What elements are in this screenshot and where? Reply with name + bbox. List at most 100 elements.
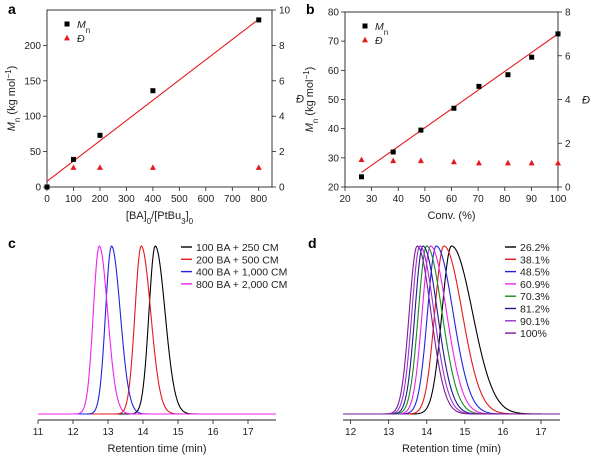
x-axis-label: [BA]0/[PtBu3]0 xyxy=(126,210,194,226)
y-left-tick-label: 50 xyxy=(328,95,340,106)
panel-letter-a: a xyxy=(8,1,16,17)
x-tick-label: 14 xyxy=(421,427,433,438)
x-tick-label: 30 xyxy=(366,194,378,205)
x-tick-label: 500 xyxy=(171,194,188,205)
x-tick-label: 17 xyxy=(242,427,254,438)
legend-label: 100 BA + 250 CM xyxy=(196,242,279,254)
y-left-axis-label: Mn (kg mol−1) xyxy=(4,66,22,132)
x-tick-label: 16 xyxy=(497,427,509,438)
x-axis-label: Conv. (%) xyxy=(427,210,475,222)
y-right-tick-label: 8 xyxy=(279,41,285,52)
point-dispersity xyxy=(475,159,482,166)
x-tick-label: 15 xyxy=(459,427,471,438)
x-tick-label: 70 xyxy=(473,194,485,205)
y-left-tick-label: 200 xyxy=(24,41,41,52)
legend-marker-dispersity xyxy=(362,36,368,43)
legend-label: 26.2% xyxy=(520,242,550,254)
x-axis-label: Retention time (min) xyxy=(402,443,501,455)
legend-label: 48.5% xyxy=(520,267,550,279)
y-left-tick-label: 30 xyxy=(328,153,340,164)
point-mn xyxy=(150,88,156,94)
fit-line xyxy=(361,33,559,173)
x-tick-label: 11 xyxy=(33,427,44,438)
x-tick-label: 60 xyxy=(446,194,458,205)
x-tick-label: 12 xyxy=(67,427,79,438)
point-mn xyxy=(390,149,396,155)
y-left-tick-label: 50 xyxy=(30,147,42,158)
x-tick-label: 50 xyxy=(419,194,431,205)
legend-marker-mn xyxy=(362,23,368,29)
point-dispersity xyxy=(96,164,103,170)
point-mn xyxy=(451,105,457,111)
point-dispersity xyxy=(149,164,156,170)
point-dispersity xyxy=(417,157,424,164)
x-tick-label: 700 xyxy=(224,194,241,205)
legend-marker-dispersity xyxy=(64,34,70,41)
point-dispersity xyxy=(450,158,457,165)
point-mn xyxy=(505,72,511,78)
panel-b: b 20 30 40 50 60 70 80 90 100 20 30 40 50 60 70 80 0 2 4 6 8 C… xyxy=(302,1,591,222)
x-axis-label: Retention time (min) xyxy=(107,443,206,455)
y-right-tick-label: 6 xyxy=(279,76,285,87)
trace xyxy=(343,245,560,415)
y-right-tick-label: 10 xyxy=(279,6,291,17)
legend-label-mn: Mn xyxy=(375,21,388,37)
y-right-tick-label: 2 xyxy=(565,139,571,150)
point-dispersity xyxy=(555,159,561,166)
point-dispersity xyxy=(70,164,77,170)
point-dispersity xyxy=(358,156,365,163)
point-mn xyxy=(476,83,482,89)
legend-label-mn: Mn xyxy=(77,19,90,35)
x-tick-label: 90 xyxy=(526,194,538,205)
x-tick-label: 600 xyxy=(197,194,214,205)
legend-label: 90.1% xyxy=(520,316,550,328)
y-right-tick-label: 4 xyxy=(565,95,571,106)
y-right-tick-label: 0 xyxy=(279,183,285,194)
x-tick-label: 100 xyxy=(550,194,567,205)
y-right-tick-label: 0 xyxy=(565,183,571,194)
fit-line xyxy=(46,18,260,182)
x-tick-label: 200 xyxy=(92,194,109,205)
point-mn xyxy=(70,156,76,162)
legend-label: 60.9% xyxy=(520,279,550,291)
x-tick-label: 300 xyxy=(118,194,135,205)
y-right-axis-label: Đ xyxy=(582,95,590,107)
y-left-tick-label: 70 xyxy=(328,37,340,48)
y-left-tick-label: 60 xyxy=(328,66,340,77)
point-dispersity xyxy=(528,159,535,166)
legend-label: 38.1% xyxy=(520,254,550,266)
x-tick-label: 40 xyxy=(393,194,405,205)
y-left-axis-label: Mn (kg mol−1) xyxy=(302,67,320,133)
legend-label-dispersity: Đ xyxy=(375,35,383,47)
legend-label: 81.2% xyxy=(520,304,550,316)
x-tick-label: 100 xyxy=(65,194,82,205)
point-mn xyxy=(44,184,50,190)
plot-frame xyxy=(46,9,273,188)
legend-label: 400 BA + 1,000 CM xyxy=(196,267,287,279)
point-dispersity xyxy=(255,164,262,170)
point-mn xyxy=(529,54,535,60)
x-tick-label: 400 xyxy=(145,194,162,205)
x-tick-label: 12 xyxy=(345,427,357,438)
point-mn xyxy=(359,174,365,180)
y-right-tick-label: 4 xyxy=(279,112,285,123)
x-tick-label: 800 xyxy=(250,194,267,205)
y-left-tick-label: 80 xyxy=(328,8,340,19)
y-left-tick-label: 150 xyxy=(24,76,41,87)
panel-letter-c: c xyxy=(8,235,16,251)
legend-label-dispersity: Đ xyxy=(77,33,85,45)
panel-c: c 11 12 13 14 15 16 17 Retention time (min) 100 B… xyxy=(8,235,287,455)
x-tick-label: 13 xyxy=(383,427,395,438)
y-right-tick-label: 8 xyxy=(565,8,571,19)
legend-marker-mn xyxy=(64,21,70,27)
point-mn xyxy=(256,17,262,23)
x-tick-label: 20 xyxy=(339,194,351,205)
x-tick-label: 17 xyxy=(535,427,547,438)
point-dispersity xyxy=(390,157,397,164)
x-tick-label: 16 xyxy=(207,427,219,438)
trace xyxy=(38,245,276,415)
panel-letter-b: b xyxy=(306,1,315,17)
x-tick-label: 80 xyxy=(499,194,511,205)
y-left-tick-label: 40 xyxy=(328,124,340,135)
